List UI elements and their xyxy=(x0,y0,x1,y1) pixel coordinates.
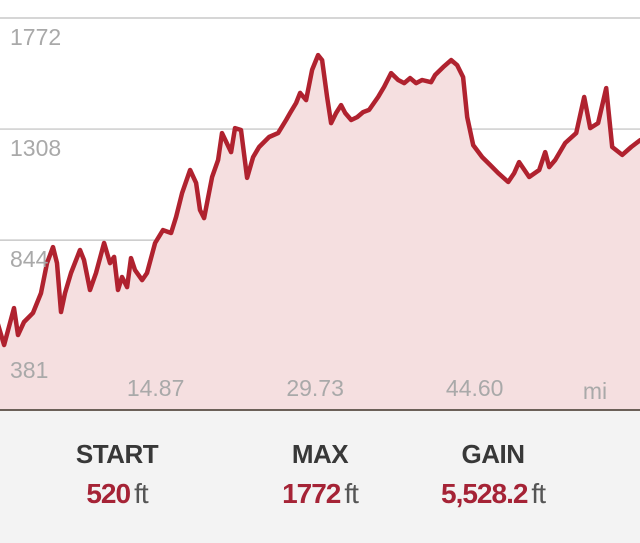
y-tick-label: 844 xyxy=(10,246,49,272)
stat-unit: ft xyxy=(531,478,546,509)
stat-start: START 520 ft xyxy=(17,439,217,510)
stat-max: MAX 1772 ft xyxy=(220,439,420,510)
x-tick-label: 29.73 xyxy=(286,375,344,401)
x-axis-ticks: 14.87 29.73 44.60 mi xyxy=(127,375,607,404)
area-fill xyxy=(0,55,640,410)
elevation-chart: 381 844 1308 1772 14.87 29.73 44.60 mi xyxy=(0,17,640,410)
y-tick-label: 1772 xyxy=(10,24,61,50)
stat-value: 520 xyxy=(86,478,131,509)
y-tick-label: 1308 xyxy=(10,135,61,161)
stat-label: GAIN xyxy=(461,439,526,469)
y-axis-ticks: 381 844 1308 1772 xyxy=(10,24,61,383)
x-tick-label: 14.87 xyxy=(127,375,185,401)
stat-unit: ft xyxy=(344,478,359,509)
stat-value: 5,528.2 xyxy=(441,478,528,509)
stat-unit: ft xyxy=(134,478,149,509)
elevation-line xyxy=(0,52,640,348)
stats-panel: START 520 ft MAX 1772 ft GAIN 5,528.2 ft xyxy=(0,409,640,543)
stat-value: 1772 xyxy=(282,478,341,509)
x-tick-label: 44.60 xyxy=(446,375,504,401)
stat-label: MAX xyxy=(291,439,349,469)
elevation-area xyxy=(0,52,640,410)
stat-gain: GAIN 5,528.2 ft xyxy=(393,439,593,510)
y-tick-label: 381 xyxy=(10,357,48,383)
x-unit-label: mi xyxy=(583,378,607,404)
stat-label: START xyxy=(75,439,159,469)
